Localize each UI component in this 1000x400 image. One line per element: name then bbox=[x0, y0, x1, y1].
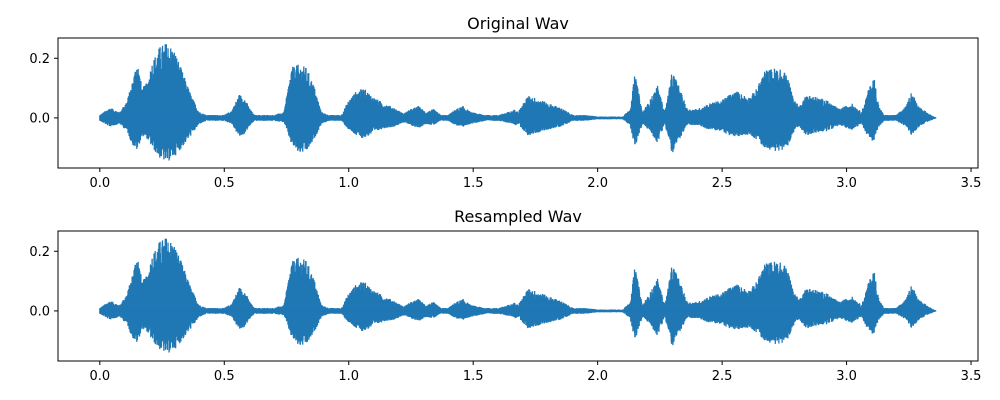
x-tick-label: 0.0 bbox=[89, 176, 110, 191]
y-tick-label: 0.0 bbox=[29, 111, 50, 126]
x-tick-label: 0.0 bbox=[89, 369, 110, 384]
y-tick-label: 0.2 bbox=[29, 245, 50, 260]
x-tick-label: 3.0 bbox=[836, 176, 857, 191]
x-tick-label: 2.0 bbox=[587, 369, 608, 384]
x-tick-label: 0.5 bbox=[214, 176, 235, 191]
x-tick-label: 2.0 bbox=[587, 176, 608, 191]
x-tick-label: 2.5 bbox=[712, 176, 733, 191]
x-tick-label: 3.5 bbox=[961, 369, 982, 384]
x-tick-label: 1.5 bbox=[463, 369, 484, 384]
x-tick-label: 1.5 bbox=[463, 176, 484, 191]
x-tick-label: 1.0 bbox=[338, 176, 359, 191]
y-tick-label: 0.0 bbox=[29, 304, 50, 319]
x-tick-label: 2.5 bbox=[712, 369, 733, 384]
y-tick-label: 0.2 bbox=[29, 52, 50, 67]
x-tick-label: 3.0 bbox=[836, 369, 857, 384]
chart-title: Original Wav bbox=[467, 14, 569, 33]
x-tick-label: 3.5 bbox=[961, 176, 982, 191]
x-tick-label: 0.5 bbox=[214, 369, 235, 384]
chart-title: Resampled Wav bbox=[454, 207, 582, 226]
x-tick-label: 1.0 bbox=[338, 369, 359, 384]
